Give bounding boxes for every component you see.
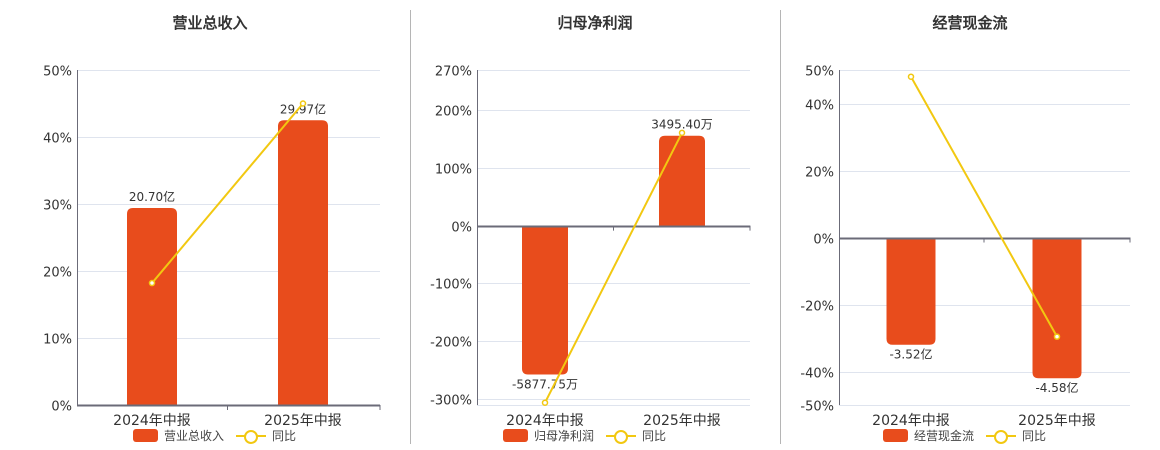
panel-divider bbox=[410, 10, 411, 444]
chart-title: 营业总收入 bbox=[172, 14, 248, 32]
yoy-point[interactable] bbox=[299, 100, 307, 107]
legend-bar-label[interactable]: 营业总收入 bbox=[164, 429, 225, 443]
y-tick-label: 0% bbox=[813, 233, 834, 248]
chart-plot-net-profit: 270% 200% 100% 0% -100% -200% -300% -5877.75万 34… bbox=[430, 65, 751, 429]
legend-bar-swatch[interactable] bbox=[883, 429, 908, 442]
x-tick-label: 2024年中报 bbox=[506, 413, 584, 429]
yoy-line bbox=[544, 132, 683, 404]
yoy-point[interactable] bbox=[1053, 333, 1061, 340]
chart-title: 归母净利润 bbox=[557, 14, 633, 32]
legend-line-icon[interactable] bbox=[236, 429, 267, 444]
y-tick-label: 30% bbox=[43, 199, 72, 214]
legend-bar-label[interactable]: 经营现金流 bbox=[914, 429, 975, 443]
legend-line-icon[interactable] bbox=[986, 429, 1017, 444]
bar-value-label: -3.52亿 bbox=[889, 347, 932, 362]
y-tick-label: 50% bbox=[43, 65, 72, 80]
bar[interactable] bbox=[522, 225, 568, 375]
y-tick-label: 200% bbox=[435, 105, 472, 120]
legend-bar-label[interactable]: 归母净利润 bbox=[534, 429, 595, 443]
yoy-point[interactable] bbox=[907, 73, 915, 80]
bar[interactable] bbox=[278, 120, 328, 405]
legend-bar-swatch[interactable] bbox=[503, 429, 528, 442]
y-tick-label: -100% bbox=[430, 278, 472, 293]
bar[interactable] bbox=[127, 208, 177, 405]
y-tick-label: 40% bbox=[43, 132, 72, 147]
chart-legend: 营业总收入 同比 bbox=[133, 427, 296, 444]
bar-value-label: 3495.40万 bbox=[651, 118, 713, 132]
y-tick-label: 20% bbox=[43, 266, 72, 281]
legend-line-label[interactable]: 同比 bbox=[642, 429, 667, 443]
bar[interactable] bbox=[659, 135, 705, 226]
x-tick-label: 2025年中报 bbox=[264, 413, 342, 429]
y-tick-label: 20% bbox=[805, 166, 834, 181]
y-tick-label: -20% bbox=[800, 300, 834, 315]
y-tick-label: -300% bbox=[430, 394, 472, 409]
bar-value-label: 29.97亿 bbox=[280, 101, 326, 116]
legend-line-label[interactable]: 同比 bbox=[272, 429, 297, 443]
yoy-point[interactable] bbox=[678, 129, 686, 137]
chart-title: 经营现金流 bbox=[932, 14, 1008, 32]
x-tick-label: 2024年中报 bbox=[113, 413, 191, 429]
chart-plot-revenue: 50% 40% 30% 20% 10% 0% 20.70亿 29.97亿 2024年中报 2025… bbox=[43, 65, 381, 429]
chart-panel-revenue: 营业总收入 50% 40% 30% 20% 10% 0% 20.70亿 29.97亿 2024年… bbox=[0, 0, 400, 450]
y-tick-label: -50% bbox=[800, 400, 834, 415]
x-tick-label: 2024年中报 bbox=[872, 413, 950, 429]
chart-panel-net-profit: 归母净利润 270% 200% 100% 0% -100% -200% -300% -5877… bbox=[430, 14, 751, 444]
y-tick-label: 0% bbox=[451, 221, 472, 236]
y-tick-label: 0% bbox=[51, 400, 72, 415]
chart-legend: 经营现金流 同比 bbox=[883, 427, 1046, 444]
y-tick-label: 10% bbox=[43, 333, 72, 348]
y-tick-label: -200% bbox=[430, 336, 472, 351]
bar-value-label: -5877.75万 bbox=[512, 377, 578, 391]
x-tick-label: 2025年中报 bbox=[643, 413, 721, 429]
bar[interactable] bbox=[886, 237, 936, 345]
y-tick-label: 50% bbox=[805, 65, 834, 80]
yoy-line bbox=[910, 76, 1058, 338]
chart-legend: 归母净利润 同比 bbox=[503, 427, 666, 444]
bar-value-label: 20.70亿 bbox=[129, 189, 175, 204]
legend-bar-swatch[interactable] bbox=[133, 429, 158, 442]
bar[interactable] bbox=[1032, 237, 1082, 379]
panel-divider bbox=[780, 10, 781, 444]
yoy-point[interactable] bbox=[541, 399, 549, 406]
yoy-point[interactable] bbox=[148, 279, 156, 287]
y-tick-label: 40% bbox=[805, 99, 834, 114]
legend-line-icon[interactable] bbox=[606, 429, 637, 444]
y-tick-label: -40% bbox=[800, 367, 834, 382]
bar-value-label: -4.58亿 bbox=[1035, 380, 1078, 395]
yoy-line bbox=[151, 102, 304, 284]
y-tick-label: 100% bbox=[435, 163, 472, 178]
y-tick-label: 270% bbox=[435, 65, 472, 80]
legend-line-label[interactable]: 同比 bbox=[1022, 429, 1047, 443]
x-tick-label: 2025年中报 bbox=[1018, 413, 1096, 429]
